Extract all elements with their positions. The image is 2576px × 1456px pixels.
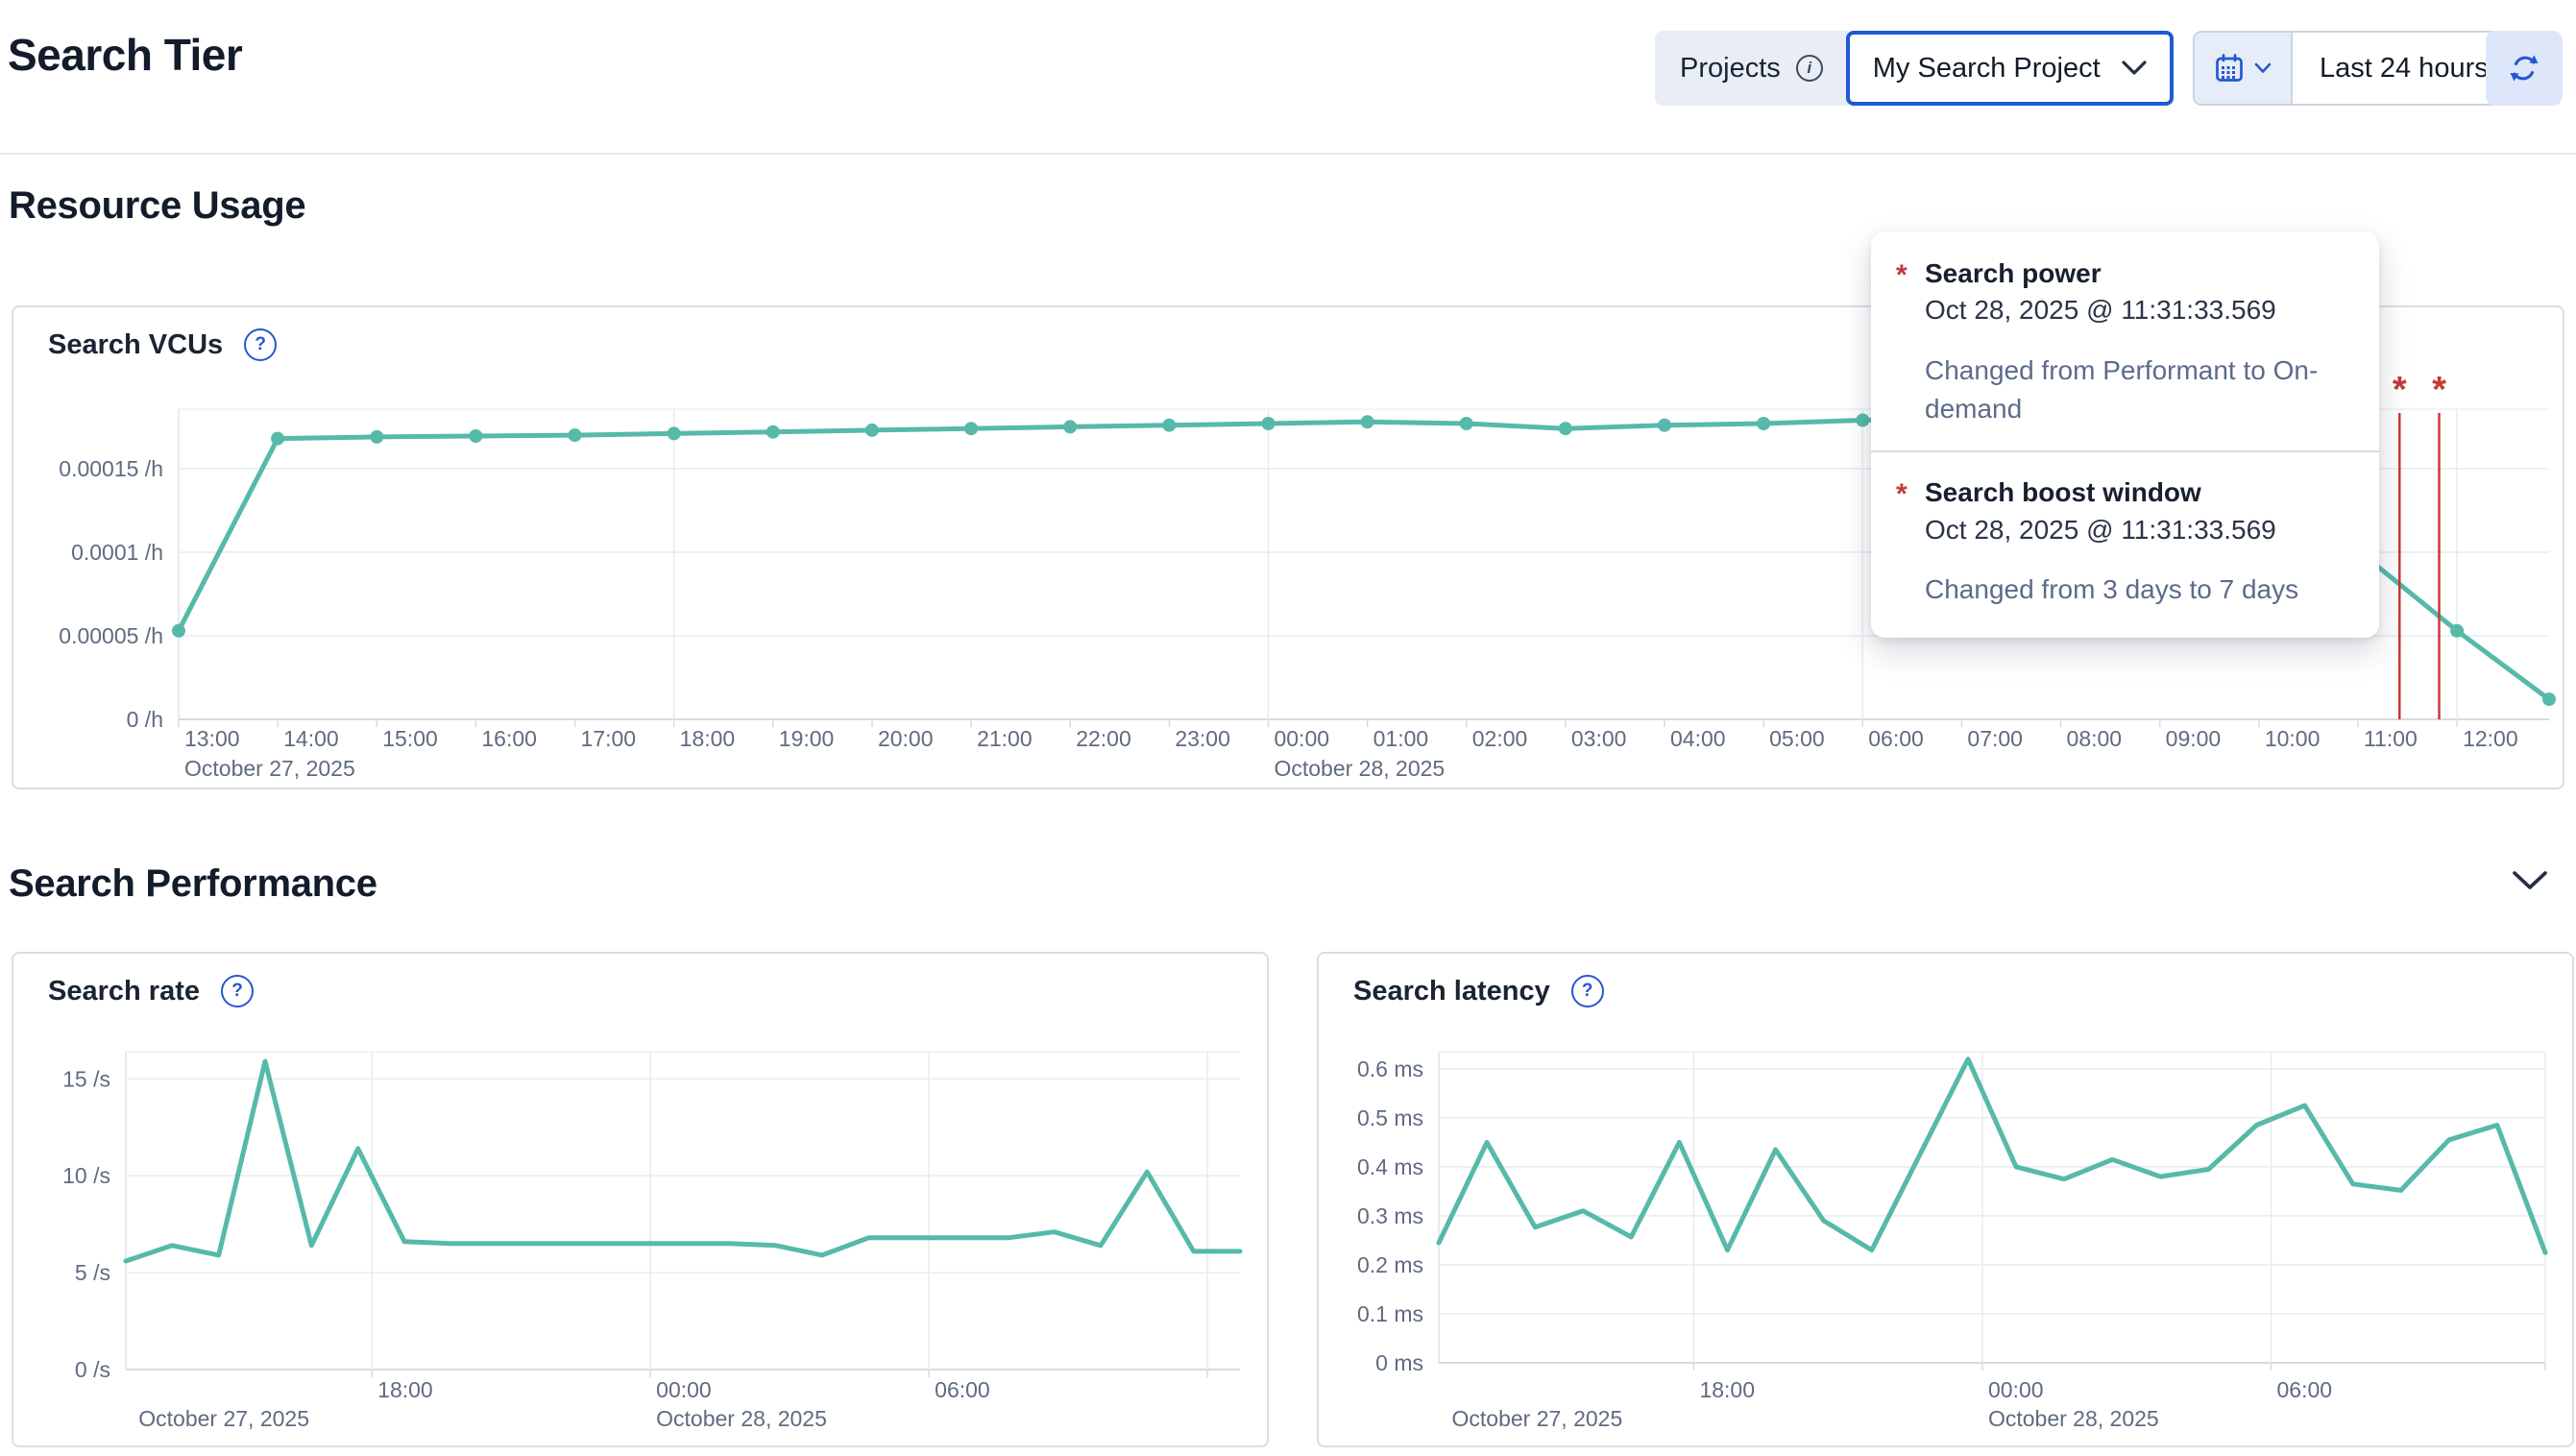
- page-title: Search Tier: [8, 30, 243, 80]
- search-rate-chart[interactable]: 0 /s 5 /s 10 /s 15 /s 18:00 00:00 06:00 October…: [13, 954, 1267, 1445]
- search-rate-card: Search rate ? 0 /s 5 /s 10 /s 15 /s 18:00 00:…: [12, 952, 1269, 1447]
- calendar-icon: [2216, 54, 2243, 82]
- svg-text:0.2 ms: 0.2 ms: [1357, 1252, 1423, 1277]
- svg-text:06:00: 06:00: [1868, 726, 1924, 751]
- chevron-down-icon: [2254, 62, 2272, 73]
- svg-text:10:00: 10:00: [2265, 726, 2321, 751]
- annotation-title: Search boost window: [1925, 477, 2201, 508]
- annotation-timestamp: Oct 28, 2025 @ 11:31:33.569: [1925, 514, 2276, 545]
- svg-text:October 28, 2025: October 28, 2025: [1988, 1406, 2159, 1431]
- divider: [0, 153, 2576, 155]
- svg-text:October 28, 2025: October 28, 2025: [656, 1406, 827, 1431]
- svg-text:16:00: 16:00: [481, 726, 537, 751]
- annotation-tooltip: * Search power Oct 28, 2025 @ 11:31:33.5…: [1871, 231, 2379, 639]
- time-range-button[interactable]: Last 24 hours: [2291, 33, 2515, 104]
- project-picker: Projects i My Search Project: [1655, 31, 2174, 106]
- chart-title-search-vcus: Search VCUs: [48, 328, 224, 360]
- search-vcus-chart[interactable]: 0 /h 0.00005 /h 0.0001 /h 0.00015 /h 13:00 14…: [13, 307, 2563, 788]
- svg-text:18:00: 18:00: [1699, 1377, 1755, 1402]
- svg-text:05:00: 05:00: [1769, 726, 1825, 751]
- search-latency-card: Search latency ? 0 ms 0.1 ms 0.2 ms 0.3 ms 0…: [1317, 952, 2574, 1447]
- help-icon[interactable]: ?: [221, 975, 254, 1007]
- svg-text:03:00: 03:00: [1571, 726, 1627, 751]
- svg-text:12:00: 12:00: [2463, 726, 2518, 751]
- annotation-marker-icon: *: [1896, 478, 1908, 511]
- annotation-item: * Search power Oct 28, 2025 @ 11:31:33.5…: [1896, 256, 2350, 427]
- section-title-search-performance: Search Performance: [9, 862, 377, 905]
- svg-text:19:00: 19:00: [779, 726, 835, 751]
- chevron-down-icon: [2513, 871, 2547, 889]
- annotation-title: Search power: [1925, 258, 2102, 288]
- svg-text:0 /s: 0 /s: [75, 1357, 110, 1382]
- info-icon[interactable]: i: [1795, 55, 1823, 82]
- svg-text:21:00: 21:00: [977, 726, 1033, 751]
- svg-text:October 27, 2025: October 27, 2025: [184, 756, 355, 781]
- svg-text:10 /s: 10 /s: [62, 1163, 110, 1188]
- refresh-icon: [2510, 55, 2539, 82]
- svg-text:0.1 ms: 0.1 ms: [1357, 1301, 1423, 1326]
- svg-text:23:00: 23:00: [1175, 726, 1230, 751]
- help-icon[interactable]: ?: [244, 328, 278, 361]
- projects-label-text: Projects: [1680, 52, 1781, 84]
- svg-text:5 /s: 5 /s: [75, 1260, 110, 1285]
- svg-text:0.3 ms: 0.3 ms: [1357, 1203, 1423, 1228]
- svg-text:0 /h: 0 /h: [127, 707, 163, 732]
- refresh-button[interactable]: [2486, 31, 2563, 106]
- svg-text:07:00: 07:00: [1967, 726, 2023, 751]
- svg-text:08:00: 08:00: [2067, 726, 2123, 751]
- annotation-description: Changed from Performant to On-demand: [1925, 354, 2319, 424]
- quick-select-button[interactable]: [2195, 33, 2291, 104]
- svg-text:0.0001 /h: 0.0001 /h: [71, 540, 163, 565]
- chart-title-search-rate: Search rate: [48, 975, 200, 1007]
- chart-title-search-latency: Search latency: [1353, 975, 1550, 1007]
- svg-text:15 /s: 15 /s: [62, 1066, 110, 1091]
- svg-text:15:00: 15:00: [382, 726, 438, 751]
- project-select-value: My Search Project: [1872, 52, 2101, 84]
- svg-text:October 27, 2025: October 27, 2025: [1452, 1406, 1623, 1431]
- annotation-item: * Search boost window Oct 28, 2025 @ 11:…: [1896, 475, 2350, 609]
- svg-text:04:00: 04:00: [1670, 726, 1726, 751]
- svg-text:October 27, 2025: October 27, 2025: [138, 1406, 309, 1431]
- svg-text:*: *: [2393, 370, 2407, 410]
- divider: [1871, 450, 2379, 453]
- svg-text:06:00: 06:00: [935, 1377, 990, 1402]
- svg-text:17:00: 17:00: [581, 726, 637, 751]
- chevron-down-icon: [2122, 61, 2147, 75]
- collapse-section-button[interactable]: [2509, 864, 2551, 897]
- annotation-description: Changed from 3 days to 7 days: [1925, 574, 2299, 605]
- svg-text:06:00: 06:00: [2277, 1377, 2333, 1402]
- section-title-resource-usage: Resource Usage: [9, 184, 306, 227]
- svg-text:October 28, 2025: October 28, 2025: [1274, 756, 1445, 781]
- svg-text:0.00015 /h: 0.00015 /h: [59, 456, 163, 481]
- svg-text:0.5 ms: 0.5 ms: [1357, 1105, 1423, 1130]
- svg-text:0.4 ms: 0.4 ms: [1357, 1154, 1423, 1179]
- project-select-dropdown[interactable]: My Search Project: [1845, 31, 2174, 106]
- svg-text:00:00: 00:00: [1988, 1377, 2044, 1402]
- svg-text:14:00: 14:00: [283, 726, 339, 751]
- svg-text:18:00: 18:00: [377, 1377, 433, 1402]
- svg-text:00:00: 00:00: [656, 1377, 712, 1402]
- search-latency-chart[interactable]: 0 ms 0.1 ms 0.2 ms 0.3 ms 0.4 ms 0.5 ms 0.6 ms…: [1319, 954, 2572, 1445]
- svg-text:0 ms: 0 ms: [1375, 1350, 1423, 1375]
- annotation-marker-icon: *: [1896, 259, 1908, 291]
- svg-text:00:00: 00:00: [1274, 726, 1329, 751]
- svg-text:09:00: 09:00: [2166, 726, 2222, 751]
- svg-text:18:00: 18:00: [680, 726, 736, 751]
- svg-text:13:00: 13:00: [184, 726, 240, 751]
- projects-label: Projects i: [1655, 31, 1848, 106]
- time-range-label: Last 24 hours: [2320, 52, 2489, 84]
- svg-text:*: *: [2432, 370, 2446, 410]
- svg-text:20:00: 20:00: [878, 726, 934, 751]
- svg-text:01:00: 01:00: [1373, 726, 1429, 751]
- date-picker: Last 24 hours: [2193, 31, 2517, 106]
- svg-text:0.6 ms: 0.6 ms: [1357, 1056, 1423, 1081]
- svg-text:11:00: 11:00: [2364, 726, 2418, 751]
- svg-text:02:00: 02:00: [1472, 726, 1528, 751]
- svg-text:0.00005 /h: 0.00005 /h: [59, 623, 163, 648]
- svg-text:22:00: 22:00: [1076, 726, 1131, 751]
- help-icon[interactable]: ?: [1570, 975, 1604, 1007]
- annotation-timestamp: Oct 28, 2025 @ 11:31:33.569: [1925, 295, 2276, 326]
